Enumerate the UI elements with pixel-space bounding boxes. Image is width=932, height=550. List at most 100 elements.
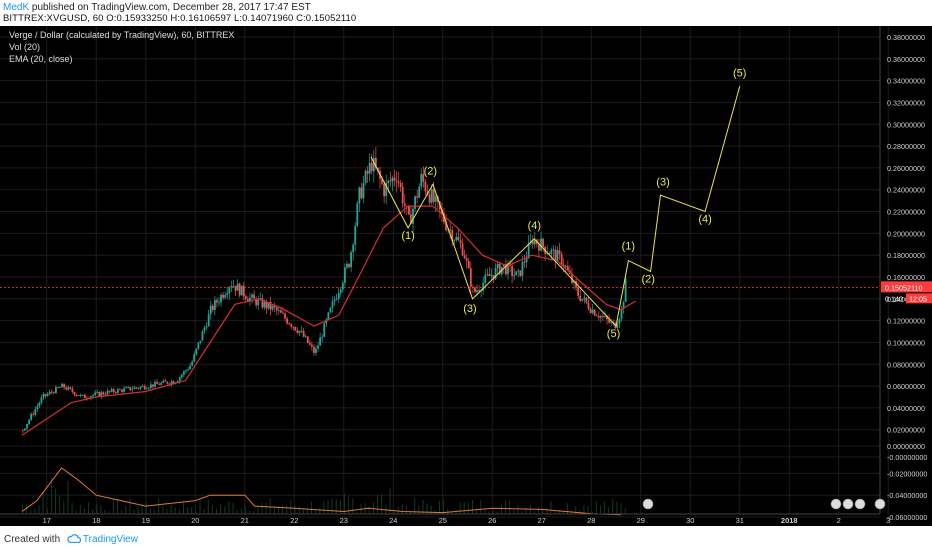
candle-down <box>255 298 258 306</box>
candle-down <box>168 383 171 385</box>
volume-bar <box>158 498 160 514</box>
chart-title: Verge / Dollar (calculated by TradingVie… <box>9 30 235 40</box>
volume-bar <box>232 502 234 514</box>
candle-down <box>265 301 268 309</box>
candle-down <box>238 283 241 296</box>
candle-up <box>527 243 530 259</box>
volume-bar <box>154 509 156 514</box>
candle-up <box>127 386 130 388</box>
candle-up <box>187 369 189 371</box>
candle-down <box>488 274 491 276</box>
chart-svg[interactable]: (1) (2) (3) (4) (5) (1) (2) (3) (4) (5) 0.3800000… <box>0 26 932 526</box>
volume-bar <box>393 511 395 514</box>
candle-down <box>467 260 470 269</box>
volume-bar <box>381 493 383 514</box>
candle-down <box>156 381 158 384</box>
volume-bar <box>492 510 494 514</box>
candle-up <box>546 253 549 254</box>
volume-bar <box>149 508 151 514</box>
gridlines <box>0 26 889 518</box>
candle-down <box>152 384 154 387</box>
candle-down <box>558 250 561 254</box>
volume-bar <box>620 503 622 514</box>
y-tick-label: 0.00000000 <box>887 442 925 451</box>
candle-down <box>459 240 462 244</box>
candle-up <box>251 294 253 298</box>
x-tick-label: 17 <box>43 516 51 525</box>
volume-bar <box>244 505 246 514</box>
volume-bar <box>414 498 416 514</box>
candle-up <box>59 387 61 389</box>
volume-bar <box>513 509 515 514</box>
candle-down <box>292 326 295 328</box>
volume-bar <box>608 507 610 514</box>
candle-down <box>108 390 111 392</box>
volume-bar <box>265 502 267 514</box>
candle-up <box>79 394 82 396</box>
volume-bar <box>302 508 304 514</box>
created-with: Created with TradingView <box>4 534 138 545</box>
x-tick-label: 31 <box>736 516 744 525</box>
event-flag-icon[interactable] <box>842 498 854 510</box>
countdown-tag <box>906 293 932 304</box>
event-flag-icon[interactable] <box>642 498 654 510</box>
candle-down <box>302 330 305 337</box>
volume-bar <box>294 505 296 514</box>
volume-bar <box>203 508 205 514</box>
ema-layer <box>0 205 880 436</box>
event-flag-icon[interactable] <box>830 498 842 510</box>
candle-down <box>474 287 476 293</box>
candle-down <box>75 394 78 396</box>
candle-up <box>482 282 485 291</box>
event-flag-icon[interactable] <box>854 498 866 510</box>
candle-up <box>319 337 322 346</box>
candle-down <box>32 413 35 415</box>
volume-bar <box>389 488 391 514</box>
volume-bar <box>137 506 139 514</box>
candle-up <box>96 391 99 393</box>
candle-up <box>162 380 165 383</box>
volume-bar <box>509 500 511 514</box>
wave-label: (2) <box>641 273 654 285</box>
candle-up <box>230 286 233 288</box>
event-flag-icon[interactable] <box>874 498 886 510</box>
volume-bar <box>236 510 238 514</box>
candle-down <box>288 323 291 325</box>
chart-area[interactable]: (1) (2) (3) (4) (5) (1) (2) (3) (4) (5) 0.3800000… <box>0 26 932 526</box>
wave-label: (4) <box>698 213 711 225</box>
candle-down <box>73 391 76 395</box>
candle-down <box>44 393 47 396</box>
legend-vol[interactable]: Vol (20) <box>9 42 41 52</box>
volume-bar <box>170 504 172 514</box>
x-tick-label: 30 <box>686 516 694 525</box>
volume-bar <box>38 505 40 514</box>
tradingview-logo[interactable]: TradingView <box>67 534 138 545</box>
candle-up <box>213 300 216 311</box>
candle-up <box>176 381 179 383</box>
legend-ema[interactable]: EMA (20, close) <box>9 54 73 64</box>
candle-up <box>325 319 328 324</box>
volume-bar <box>372 502 374 514</box>
volume-bar <box>410 510 412 514</box>
candle-down <box>403 203 406 207</box>
volume-bar <box>401 503 403 514</box>
event-icons[interactable] <box>642 498 886 510</box>
candle-up <box>199 340 202 343</box>
candle-down <box>261 298 264 308</box>
candle-up <box>61 383 64 388</box>
candle-up <box>36 406 39 410</box>
author-link[interactable]: MedK <box>3 2 30 13</box>
volume-bar <box>496 511 498 514</box>
volume-bar <box>517 505 519 514</box>
candle-up <box>116 389 119 393</box>
volume-bar <box>216 508 218 514</box>
candle-up <box>521 261 524 276</box>
candle-down <box>519 270 522 276</box>
volume-bar <box>533 511 535 514</box>
candle-up <box>110 389 113 392</box>
x-tick-label: 24 <box>389 516 397 525</box>
candle-down <box>451 230 454 241</box>
volume-bar <box>83 508 85 514</box>
candle-up <box>414 196 416 209</box>
volume-bar <box>63 500 65 514</box>
